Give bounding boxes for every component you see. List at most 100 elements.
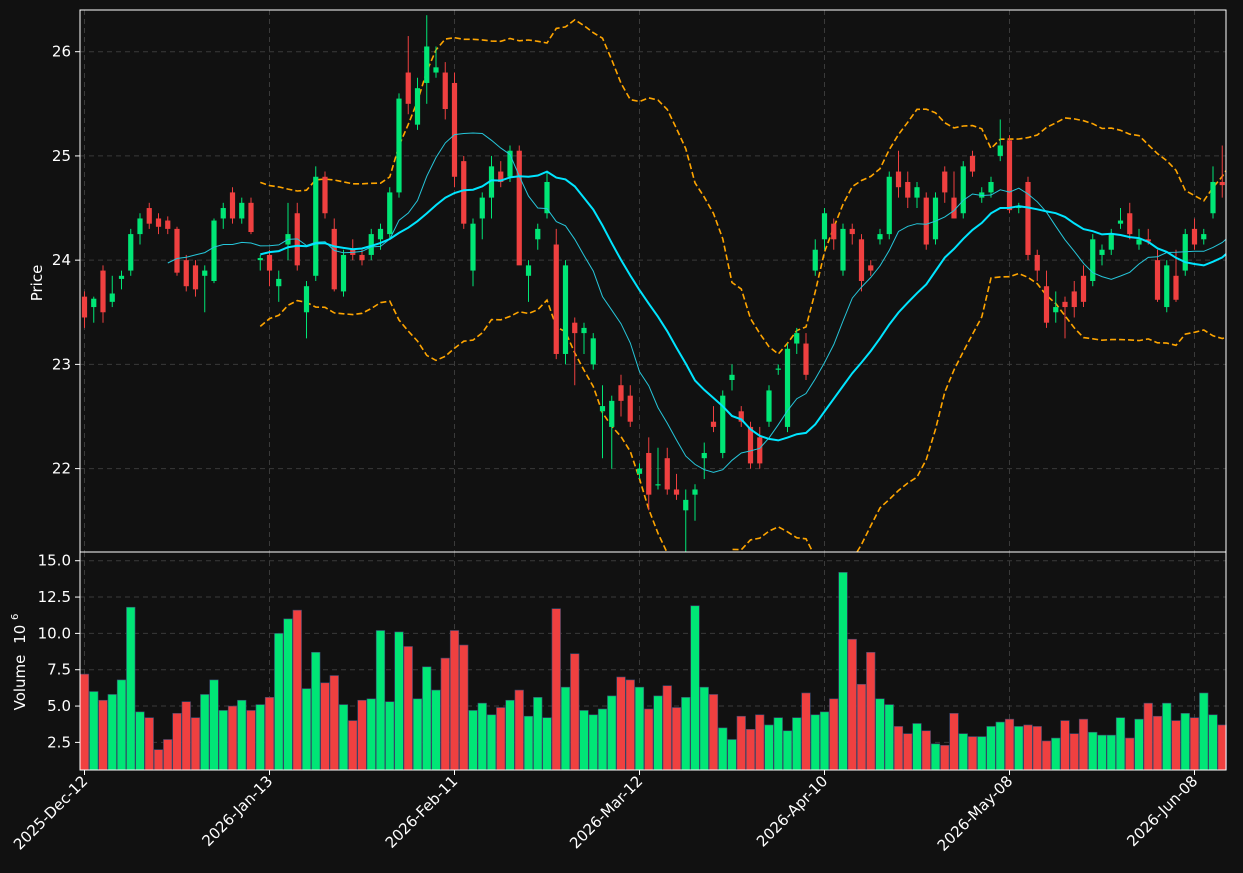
volume-bar	[1023, 724, 1033, 771]
volume-bar	[893, 726, 904, 771]
candle-body	[1034, 254, 1040, 271]
candle-body	[414, 88, 421, 125]
price-axis-label: Price	[28, 265, 46, 302]
volume-bar	[468, 710, 478, 771]
lower-band-line	[259, 272, 1226, 552]
volume-bar	[385, 701, 395, 771]
candle-body	[969, 155, 976, 172]
candle-body	[229, 192, 236, 219]
volume-bar	[320, 682, 330, 771]
candle-body	[1053, 307, 1059, 313]
volume-bar	[792, 717, 802, 771]
volume-bar	[227, 705, 238, 771]
candle-body	[673, 489, 680, 495]
candle-body	[988, 181, 994, 193]
price-tick-label: 22	[52, 460, 71, 478]
candle-body	[109, 293, 115, 302]
candle-body	[525, 265, 532, 276]
volume-bar	[829, 698, 839, 771]
volume-bar	[1051, 737, 1061, 771]
candle-body	[1071, 291, 1077, 308]
candle-body	[1201, 234, 1207, 240]
candles	[81, 15, 1225, 552]
volume-bar	[135, 711, 145, 771]
volume-bar	[144, 717, 154, 771]
volume-bar	[357, 699, 367, 771]
volume-bar	[597, 708, 608, 771]
volume-bar	[588, 714, 598, 771]
candle-body	[1108, 234, 1114, 250]
volume-bar	[459, 644, 469, 771]
upper-band-line	[260, 18, 1226, 356]
price-y-ticks: 22 23 24 25 26	[52, 43, 80, 478]
price-tick-label: 25	[52, 147, 71, 165]
volume-bar	[505, 699, 515, 771]
volume-bar	[218, 710, 228, 771]
volume-bar	[745, 729, 756, 771]
volume-bar	[1152, 715, 1163, 771]
volume-bar	[338, 704, 349, 771]
candle-body	[488, 166, 495, 198]
volume-bar	[977, 736, 987, 771]
candle-body	[710, 421, 717, 427]
candle-body	[1127, 213, 1133, 235]
candle-body	[942, 171, 948, 193]
volume-tick-label: 15.0	[38, 552, 71, 570]
candle-body	[544, 181, 550, 214]
volume-bar	[884, 704, 894, 771]
volume-bar	[394, 631, 404, 771]
volume-bar	[311, 651, 321, 771]
candle-body	[1062, 301, 1068, 308]
volume-bar	[422, 666, 432, 771]
ma-short-line	[167, 132, 1226, 473]
candle-body	[192, 265, 199, 290]
candle-body	[516, 150, 522, 266]
volume-bar	[477, 702, 487, 771]
volume-bar	[163, 739, 173, 771]
volume-bar	[801, 692, 811, 771]
candle-body	[1099, 249, 1105, 255]
volume-bar	[348, 720, 358, 771]
volume-bar	[403, 646, 413, 771]
volume-bar	[579, 710, 589, 771]
volume-bar	[246, 710, 256, 771]
volume-bar	[773, 717, 783, 771]
volume-bar	[523, 715, 534, 771]
candle-body	[720, 395, 726, 453]
volume-bar	[79, 673, 90, 771]
bollinger-bands	[259, 18, 1226, 552]
candle-body	[1191, 228, 1198, 245]
candle-body	[359, 254, 365, 261]
volume-bar	[283, 618, 293, 771]
volume-bar	[690, 605, 700, 771]
volume-bar	[274, 633, 284, 771]
volume-panel-frame	[79, 551, 1227, 771]
volume-bar	[1004, 718, 1015, 771]
volume-bar	[1041, 740, 1052, 771]
candle-body	[895, 171, 902, 188]
volume-bar	[708, 694, 719, 771]
candle-body	[683, 499, 689, 511]
volume-tick-label: 12.5	[38, 588, 71, 606]
candle-body	[1145, 239, 1151, 242]
candle-body	[821, 213, 828, 240]
volume-bar	[514, 689, 524, 771]
candle-body	[257, 258, 263, 261]
candle-body	[1025, 181, 1031, 255]
candle-body	[877, 234, 883, 240]
candle-body	[239, 202, 245, 219]
volume-bar	[551, 608, 561, 771]
volume-bar	[237, 699, 247, 771]
candle-body	[368, 234, 374, 255]
volume-bar	[1014, 726, 1024, 771]
volume-bar	[634, 686, 645, 771]
volume-bar	[200, 694, 210, 771]
volume-bar	[644, 708, 654, 771]
candle-body	[405, 72, 411, 104]
volume-bar	[1125, 737, 1135, 771]
volume-bar	[1069, 733, 1079, 771]
volume-bar	[329, 675, 339, 771]
volume-tick-label: 5.0	[47, 697, 71, 715]
volume-bar	[764, 724, 774, 771]
candle-body	[165, 220, 171, 229]
